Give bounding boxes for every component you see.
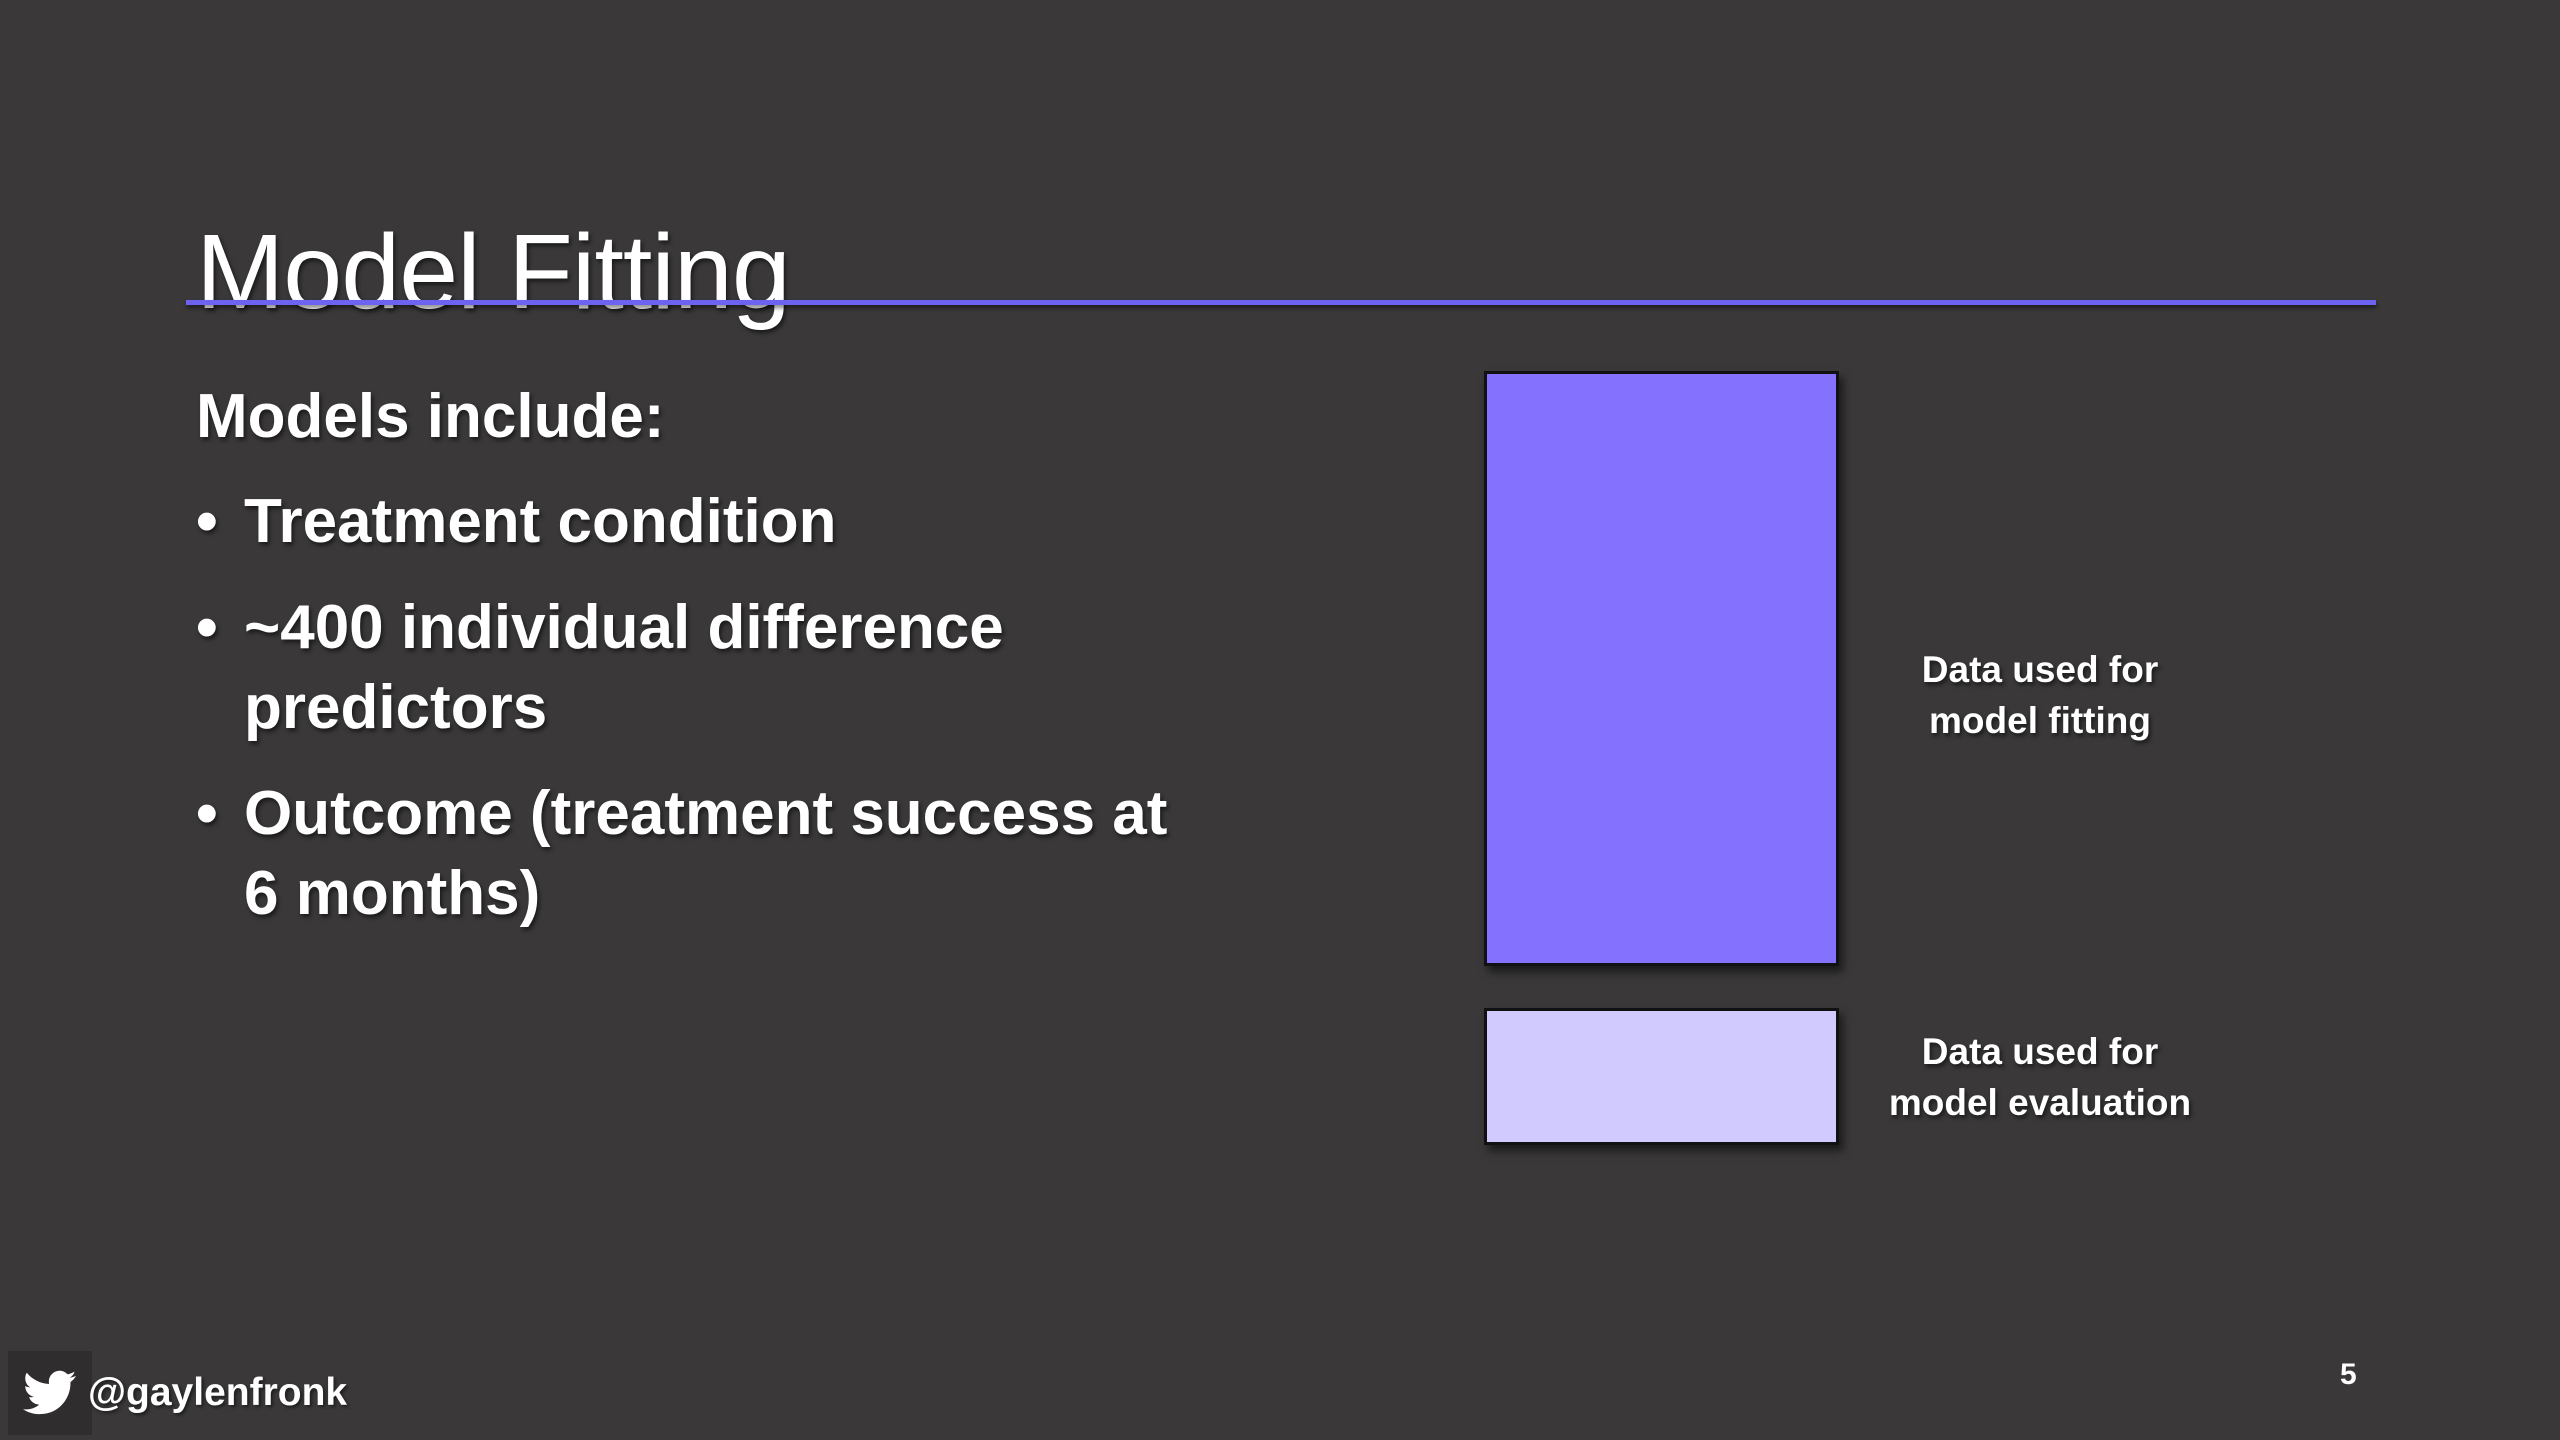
slide-title: Model Fitting bbox=[196, 213, 791, 332]
evaluation-data-label: Data used for model evaluation bbox=[1860, 1026, 2220, 1128]
evaluation-data-block bbox=[1484, 1008, 1839, 1145]
bullet-item: • ~400 individual difference predictors bbox=[196, 588, 1296, 748]
bullet-item: • Outcome (treatment success at 6 months… bbox=[196, 774, 1296, 934]
evaluation-label-line: Data used for bbox=[1921, 1031, 2159, 1072]
fitting-data-block bbox=[1484, 371, 1839, 966]
evaluation-label-line: model evaluation bbox=[1888, 1082, 2192, 1123]
page-number: 5 bbox=[2340, 1358, 2357, 1391]
content-heading: Models include: bbox=[196, 382, 665, 451]
bullet-text-line: Treatment condition bbox=[244, 487, 837, 556]
bullet-text-line: ~400 individual difference bbox=[244, 593, 1004, 662]
twitter-bird-icon bbox=[8, 1351, 92, 1435]
bullet-text-line: 6 months) bbox=[244, 859, 541, 928]
social-handle: @gaylenfronk bbox=[8, 1351, 348, 1435]
fitting-data-label: Data used for model fitting bbox=[1860, 644, 2220, 746]
fitting-label-line: model fitting bbox=[1929, 700, 2151, 741]
bullet-text-line: Outcome (treatment success at bbox=[244, 779, 1168, 848]
title-divider bbox=[186, 300, 2376, 305]
bullet-text-line: predictors bbox=[244, 673, 548, 742]
bullet-marker: • bbox=[196, 487, 218, 556]
bullet-item: • Treatment condition bbox=[196, 482, 1296, 562]
twitter-handle-text[interactable]: @gaylenfronk bbox=[88, 1371, 348, 1414]
bullet-list: • Treatment condition • ~400 individual … bbox=[196, 482, 1296, 934]
bullet-marker: • bbox=[196, 593, 218, 662]
fitting-label-line: Data used for bbox=[1921, 649, 2159, 690]
content-area: Models include: • Treatment condition • … bbox=[196, 378, 1296, 960]
bullet-marker: • bbox=[196, 779, 218, 848]
